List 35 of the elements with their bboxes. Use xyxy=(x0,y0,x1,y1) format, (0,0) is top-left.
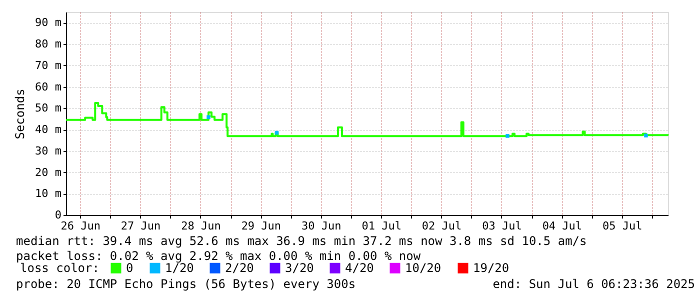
y-tick-label: 70 m xyxy=(35,58,62,72)
text: probe: 20 ICMP Echo Pings (56 Bytes) every 300s xyxy=(16,277,356,291)
legend-label: 3/20 xyxy=(285,261,314,276)
y-tick-label: 40 m xyxy=(35,123,62,136)
y-tick-label: 60 m xyxy=(35,80,62,94)
y-tick-label: 50 m xyxy=(35,102,62,115)
x-tick-label: 02 Jul xyxy=(422,220,462,232)
x-tick-label: 27 Jun xyxy=(120,220,161,232)
y-tick-label: 0 xyxy=(54,208,62,222)
point xyxy=(506,134,510,138)
text: median rtt: 39.4 ms avg 52.6 ms max 36.9 ms min 37.2 ms now 3.8 ms sd 10.5 am/s xyxy=(16,234,587,248)
legend-title: loss color: xyxy=(20,261,100,275)
legend-label: 4/20 xyxy=(345,261,374,276)
y-tick-label: 10 m xyxy=(35,187,62,200)
text: end: Sun Jul 6 06:23:36 2025 xyxy=(492,277,695,291)
x-tick-label: 04 Jul xyxy=(542,220,582,232)
text: packet loss: 0.02 % avg 2.92 % max 0.00 % min 0.00 % now xyxy=(16,249,422,263)
y-tick-label: 90 m xyxy=(35,16,62,30)
y-axis-title: Seconds xyxy=(13,88,28,140)
point xyxy=(206,115,210,120)
x-tick-label: 01 Jul xyxy=(362,220,402,232)
x-tick-label: 03 Jul xyxy=(482,220,522,232)
x-tick-label: 05 Jul xyxy=(602,220,642,232)
point xyxy=(644,134,648,138)
legend-label: 2/20 xyxy=(225,261,254,276)
y-tick-label: 20 m xyxy=(35,166,62,179)
y-tick-label: 30 m xyxy=(35,144,62,158)
x-tick-label: 30 Jun xyxy=(302,220,342,232)
x-tick-label: 29 Jun xyxy=(241,220,282,232)
legend-label: 10/20 xyxy=(405,261,442,276)
x-tick-label: 28 Jun xyxy=(181,220,221,232)
legend-label: 19/20 xyxy=(473,261,510,276)
legend-label: 0 xyxy=(126,261,134,276)
x-tick-label: 26 Jun xyxy=(60,220,100,232)
y-tick-label: 80 m xyxy=(35,38,62,51)
